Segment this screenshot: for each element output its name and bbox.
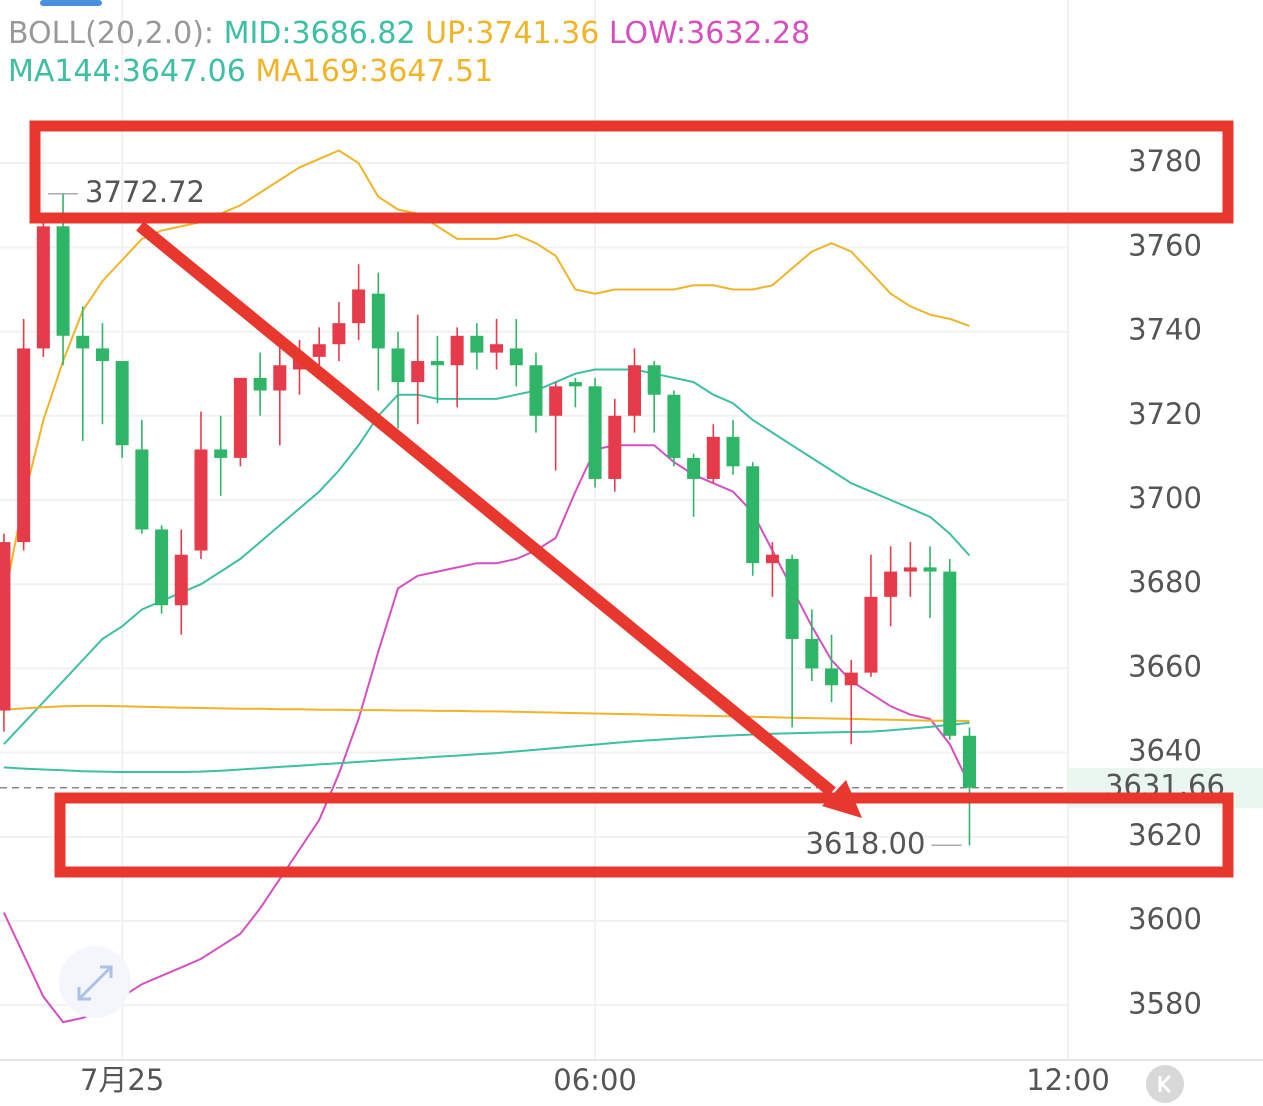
legend-entry: UP:3741.36 xyxy=(425,16,599,51)
y-tick-label: 3780 xyxy=(1128,144,1202,178)
candle-body xyxy=(923,567,937,572)
candle-body xyxy=(470,335,484,353)
candle-body xyxy=(391,348,405,383)
candle-body xyxy=(194,449,208,551)
indicator-label: BOLL(20,2.0): xyxy=(8,16,214,51)
candle-body xyxy=(667,394,681,458)
candle-body xyxy=(76,335,90,349)
candle-body xyxy=(115,361,129,446)
y-tick-label: 3680 xyxy=(1128,565,1202,599)
candle-body xyxy=(884,571,898,597)
x-tick-label: 7月25 xyxy=(80,1063,164,1097)
tab-indicator xyxy=(40,0,102,6)
candle-body xyxy=(647,365,661,395)
candle-body xyxy=(509,348,523,366)
candle-body xyxy=(332,323,346,345)
candle-body xyxy=(352,289,366,324)
candle-body xyxy=(490,344,504,353)
candle-body xyxy=(962,735,976,788)
candle-body xyxy=(627,365,641,416)
k-button[interactable] xyxy=(1146,1065,1184,1103)
candle-body xyxy=(174,554,188,606)
candle-body xyxy=(273,365,287,391)
candles xyxy=(0,193,976,846)
candle-body xyxy=(56,226,70,336)
overlay-line xyxy=(3,721,970,773)
candle-body xyxy=(864,596,878,673)
y-tick-label: 3600 xyxy=(1128,902,1202,936)
overlay-line xyxy=(3,368,971,745)
candle-body xyxy=(430,361,444,366)
candle-body xyxy=(903,567,917,572)
y-tick-label: 3700 xyxy=(1128,481,1202,515)
candle-body xyxy=(529,365,543,416)
candle-body xyxy=(785,558,799,639)
y-tick-label: 3580 xyxy=(1128,986,1202,1020)
legend-entry: LOW:3632.28 xyxy=(609,16,810,51)
candle-body xyxy=(568,382,582,387)
candle-body xyxy=(95,348,109,362)
candle-body xyxy=(844,672,858,686)
overlay-line xyxy=(2,444,971,1024)
arrow-shaft xyxy=(136,221,836,797)
legend-entry: MA169:3647.51 xyxy=(255,54,493,89)
arrow-head xyxy=(822,780,862,818)
candle-body xyxy=(588,386,602,479)
expand-icon xyxy=(77,965,113,1001)
y-tick-label: 3740 xyxy=(1128,313,1202,347)
legend-entry: MA144:3647.06 xyxy=(8,54,246,89)
overlay-line xyxy=(2,149,970,602)
max-label: 3772.72 xyxy=(85,175,205,209)
x-tick-label: 12:00 xyxy=(1026,1063,1110,1097)
y-tick-label: 3620 xyxy=(1128,818,1202,852)
candle-body xyxy=(608,415,622,479)
expand-button[interactable] xyxy=(59,946,131,1018)
overlay-line xyxy=(3,704,970,722)
candle-body xyxy=(943,571,957,736)
y-tick-label: 3660 xyxy=(1128,649,1202,683)
candle-body xyxy=(371,293,385,349)
markup-annotations xyxy=(29,120,1234,878)
y-tick-label: 3640 xyxy=(1128,734,1202,768)
button-bg xyxy=(1146,1065,1184,1103)
candle-body xyxy=(805,638,819,669)
candle-body xyxy=(411,361,425,383)
highlight-box xyxy=(29,120,1234,224)
candle-body xyxy=(726,436,740,467)
candle-body xyxy=(706,436,720,479)
k-icon xyxy=(1158,1074,1172,1094)
candle-body xyxy=(233,377,247,458)
min-label: 3618.00 xyxy=(806,826,926,860)
candle-body xyxy=(312,344,326,357)
candle-body xyxy=(214,449,228,458)
annotations: 3772.72 3618.00 xyxy=(48,175,962,860)
candle-body xyxy=(155,529,169,606)
candle-body xyxy=(253,377,267,391)
candle-body xyxy=(450,335,464,366)
legend-row: MA144:3647.06 MA169:3647.51 xyxy=(8,54,493,89)
candle-body xyxy=(0,542,11,711)
y-tick-label: 3760 xyxy=(1128,228,1202,262)
highlight-box xyxy=(54,792,1234,878)
legend-entry: MID:3686.82 xyxy=(224,16,416,51)
legend-row: BOLL(20,2.0): MID:3686.82 UP:3741.36 LOW… xyxy=(8,16,810,51)
candle-body xyxy=(17,348,31,543)
x-tick-label: 06:00 xyxy=(553,1063,637,1097)
y-tick-label: 3720 xyxy=(1128,397,1202,431)
candle-body xyxy=(135,449,149,530)
candle-body xyxy=(746,466,760,564)
candle-body xyxy=(549,386,563,416)
candle-body xyxy=(765,554,779,564)
candle-body xyxy=(825,668,839,686)
candle-body xyxy=(36,226,50,349)
candle-body xyxy=(687,457,701,479)
overlay-lines xyxy=(2,149,971,1024)
